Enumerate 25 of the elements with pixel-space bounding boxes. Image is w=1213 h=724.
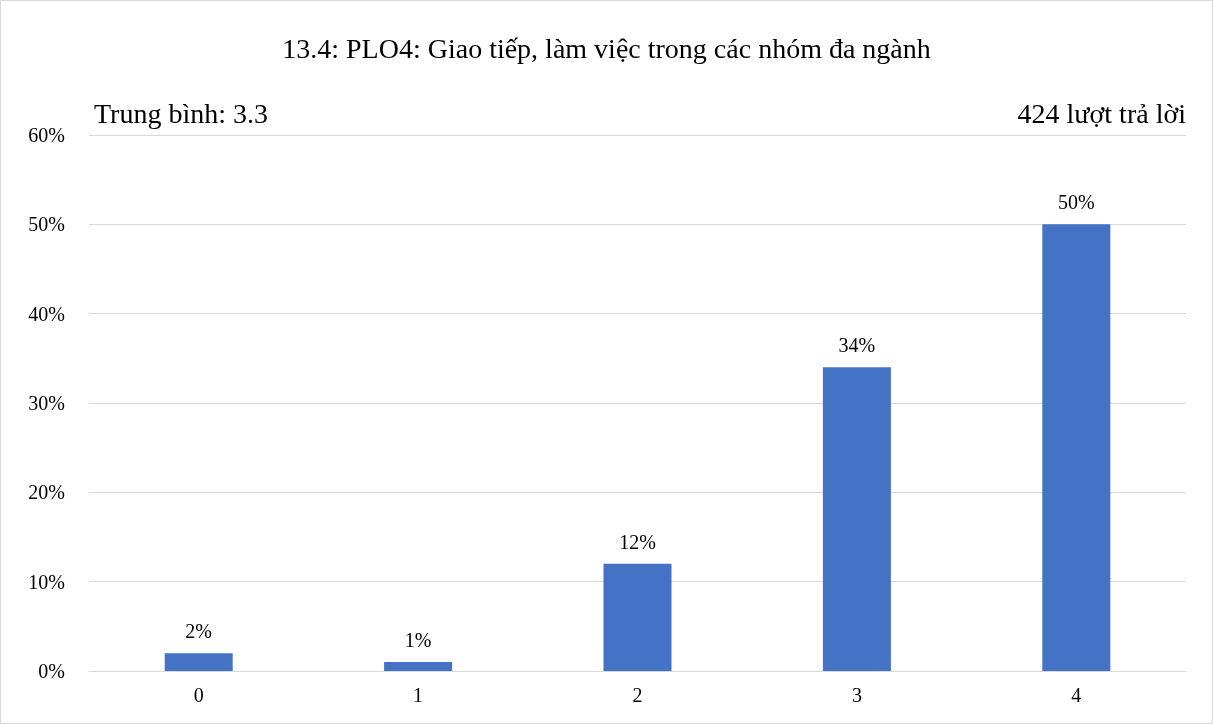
data-label: 2%	[185, 620, 213, 643]
text: Trung bình: 3.3	[94, 97, 269, 129]
y-tick-label: 40%	[28, 302, 65, 325]
y-tick-label: 50%	[28, 213, 65, 236]
bar	[603, 563, 672, 671]
bar	[384, 662, 453, 671]
data-label: 12%	[619, 530, 656, 553]
bar	[1042, 224, 1111, 671]
data-label: 50%	[1057, 191, 1095, 214]
y-tick-label: 60%	[28, 124, 65, 146]
y-tick-label: 0%	[38, 660, 65, 682]
y-tick-label: 20%	[28, 481, 65, 504]
bar	[822, 367, 891, 671]
y-tick-label: 30%	[28, 392, 65, 414]
chart-title: 13.4: PLO4: Giao tiếp, làm việc trong các nhóm đa ngành	[282, 32, 931, 64]
x-tick-label: 3	[851, 684, 862, 706]
x-tick-label: 2	[632, 684, 643, 706]
y-tick-label: 10%	[28, 570, 65, 593]
x-tick-label: 0	[193, 684, 204, 706]
bar	[164, 653, 233, 671]
text: 424 lượt trả lời	[1017, 97, 1187, 129]
data-label: 1%	[404, 629, 432, 652]
x-tick-label: 4	[1071, 684, 1082, 706]
x-tick-label: 1	[413, 684, 424, 706]
data-label: 34%	[838, 334, 876, 357]
